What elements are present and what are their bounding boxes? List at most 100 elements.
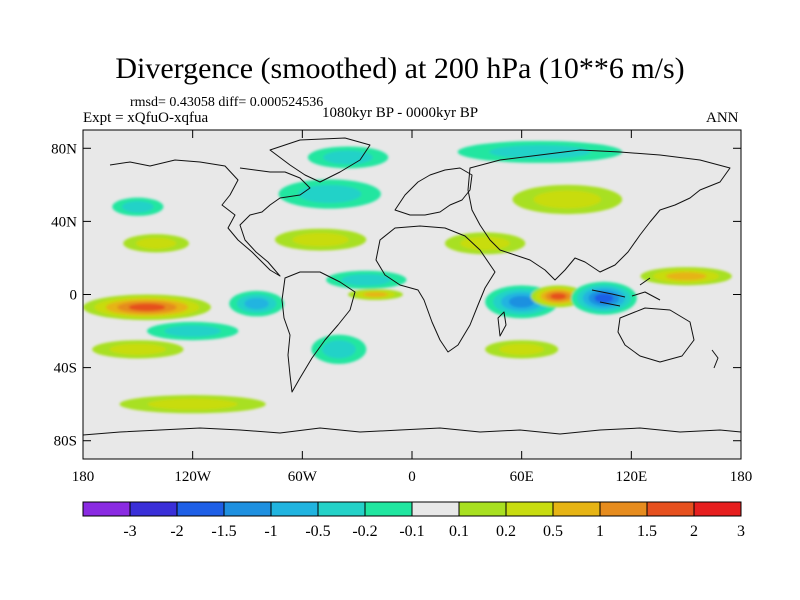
field-contour xyxy=(147,398,238,410)
field-feature xyxy=(278,179,381,209)
coastline-maritime-continent xyxy=(591,277,661,307)
colorbar-swatch xyxy=(364,501,413,517)
field-feature xyxy=(274,228,367,251)
y-tick-label: 80N xyxy=(51,141,77,157)
field-feature xyxy=(146,321,239,341)
colorbar-swatch xyxy=(646,501,695,517)
field-feature xyxy=(112,197,164,216)
colorbar-swatch xyxy=(411,501,460,517)
field-contour xyxy=(298,184,362,203)
field-feature xyxy=(512,184,623,215)
experiment-label: Expt = xQfuO-xqfua xyxy=(83,110,209,126)
field-contour xyxy=(363,292,388,297)
colorbar-label: -0.5 xyxy=(305,523,330,540)
field-contour xyxy=(109,343,166,355)
period-label: 1080kyr BP - 0000kyr BP xyxy=(322,105,479,121)
field-contour xyxy=(489,145,591,159)
field-feature xyxy=(229,290,285,317)
season-label: ANN xyxy=(706,110,739,126)
y-tick-label: 0 xyxy=(70,288,78,304)
coastlines xyxy=(83,137,741,436)
chart-title: Divergence (smoothed) at 200 hPa (10**6 … xyxy=(115,52,685,85)
colorbar-swatch xyxy=(270,501,319,517)
colorbar-swatch xyxy=(82,501,131,517)
field-feature xyxy=(326,270,407,290)
field-feature xyxy=(485,340,559,359)
colorbar-swatch xyxy=(317,501,366,517)
field-contour xyxy=(135,237,177,249)
x-tick-label: 180 xyxy=(72,469,95,485)
colorbar-swatch xyxy=(458,501,507,517)
field-feature xyxy=(640,267,732,286)
field-feature xyxy=(92,340,184,359)
colorbar-label: -0.2 xyxy=(352,523,377,540)
field-contour xyxy=(499,343,545,355)
colorbar-swatch xyxy=(223,501,272,517)
x-tick-label: 120E xyxy=(615,469,647,485)
colorbar-swatch xyxy=(505,501,554,517)
coastline-north-america xyxy=(109,159,311,277)
colorbar-label: 0.2 xyxy=(496,523,516,540)
colorbar-label: -2 xyxy=(170,523,183,540)
colorbar-label: 2 xyxy=(690,523,698,540)
field-contour xyxy=(665,272,707,281)
field-feature xyxy=(348,289,403,300)
colorbar-label: -1 xyxy=(264,523,277,540)
stats-text: rmsd= 0.43058 diff= 0.000524536 xyxy=(130,95,324,110)
x-tick-label: 120W xyxy=(174,469,212,485)
x-tick-label: 60E xyxy=(510,469,534,485)
colorbar-label: 0.5 xyxy=(543,523,563,540)
field-feature xyxy=(457,140,623,163)
field-contour xyxy=(128,303,166,311)
field-contour xyxy=(122,201,154,213)
y-axis: 80N 40N 0 40S 80S xyxy=(51,141,741,450)
colorbar-label: 1.5 xyxy=(637,523,657,540)
colorbar-swatch xyxy=(129,501,178,517)
x-axis: 180 120W 60W 0 60E 120E 180 xyxy=(72,130,753,485)
coastline-south-america xyxy=(281,271,356,393)
colorbar-label: -3 xyxy=(123,523,136,540)
x-tick-label: 0 xyxy=(408,469,416,485)
field-contour xyxy=(164,325,221,337)
field-feature xyxy=(307,146,389,169)
coastline-antarctica xyxy=(83,427,741,436)
field-contour xyxy=(533,190,602,209)
field-contour xyxy=(341,274,392,286)
field-feature xyxy=(571,281,637,315)
divergence-field xyxy=(83,140,732,414)
field-contour xyxy=(460,236,510,251)
field-contour xyxy=(550,293,567,300)
y-tick-label: 40S xyxy=(54,361,77,377)
y-tick-label: 40N xyxy=(51,214,77,230)
colorbar-swatch xyxy=(552,501,601,517)
colorbar-label: 0.1 xyxy=(449,523,469,540)
field-contour xyxy=(292,232,349,247)
field-feature xyxy=(311,334,367,364)
y-tick-label: 80S xyxy=(54,434,77,450)
coastline-australia xyxy=(617,307,695,363)
x-tick-label: 60W xyxy=(288,469,318,485)
field-feature xyxy=(83,294,211,321)
colorbar-label: -1.5 xyxy=(211,523,236,540)
field-contour xyxy=(244,297,269,310)
coastline-europe xyxy=(394,167,473,216)
field-contour xyxy=(322,340,356,359)
coastline-africa xyxy=(375,225,496,353)
x-tick-label: 180 xyxy=(730,469,753,485)
colorbar-label: 1 xyxy=(596,523,604,540)
field-contour xyxy=(508,296,535,308)
field-feature xyxy=(444,232,526,255)
colorbar-swatch xyxy=(176,501,225,517)
colorbar-swatch xyxy=(693,501,742,517)
colorbar-label: -0.1 xyxy=(399,523,424,540)
field-contour xyxy=(323,150,373,165)
colorbar-label: 3 xyxy=(737,523,745,540)
field-feature xyxy=(123,234,190,253)
colorbar: -3 -2 -1.5 -1 -0.5 -0.2 -0.1 0.1 0.2 0.5 1 1.5 2 3 xyxy=(82,501,745,540)
coastline-new-zealand xyxy=(711,349,719,369)
coastline-greenland xyxy=(269,137,371,183)
coastline-madagascar xyxy=(497,311,507,337)
coastline-asia xyxy=(467,149,731,281)
colorbar-swatch xyxy=(599,501,648,517)
